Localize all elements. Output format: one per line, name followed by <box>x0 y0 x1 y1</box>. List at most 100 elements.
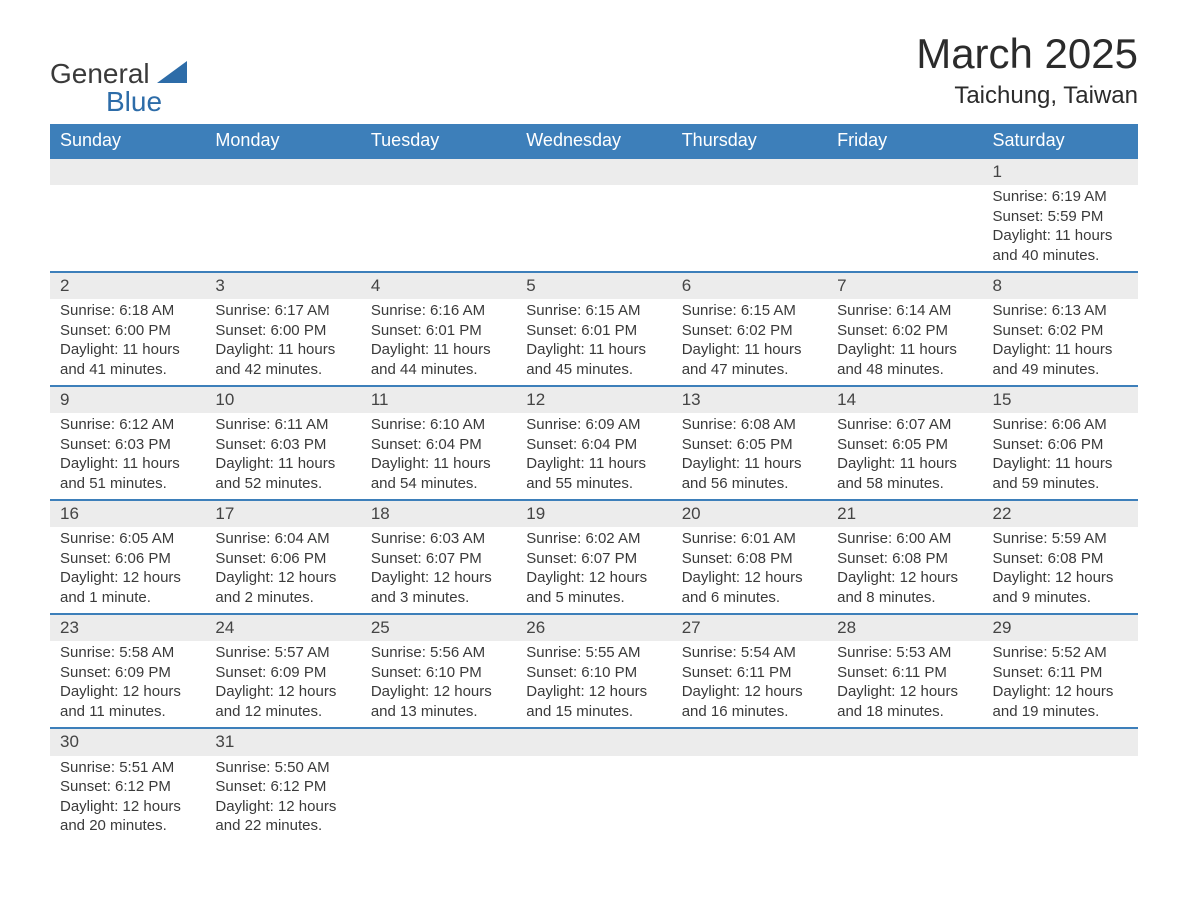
day-number-cell: 29 <box>983 614 1138 641</box>
sunrise-line: Sunrise: 6:18 AM <box>60 301 195 321</box>
day-detail-cell: Sunrise: 6:14 AMSunset: 6:02 PMDaylight:… <box>827 299 982 386</box>
daylight-line: Daylight: 11 hours and 58 minutes. <box>837 454 972 493</box>
day-number-cell <box>361 728 516 755</box>
day-number-cell: 23 <box>50 614 205 641</box>
day-detail-cell: Sunrise: 6:05 AMSunset: 6:06 PMDaylight:… <box>50 527 205 614</box>
daylight-line: Daylight: 11 hours and 49 minutes. <box>993 340 1128 379</box>
sunset-line: Sunset: 6:02 PM <box>993 321 1128 341</box>
day-number-cell: 27 <box>672 614 827 641</box>
detail-row: Sunrise: 5:51 AMSunset: 6:12 PMDaylight:… <box>50 756 1138 842</box>
day-detail-cell <box>205 185 360 272</box>
sunset-line: Sunset: 6:08 PM <box>993 549 1128 569</box>
sunset-line: Sunset: 6:10 PM <box>526 663 661 683</box>
sunset-line: Sunset: 6:08 PM <box>682 549 817 569</box>
daylight-line: Daylight: 11 hours and 44 minutes. <box>371 340 506 379</box>
day-number-cell: 7 <box>827 272 982 299</box>
daylight-line: Daylight: 12 hours and 16 minutes. <box>682 682 817 721</box>
day-number-cell <box>672 158 827 185</box>
daylight-line: Daylight: 12 hours and 22 minutes. <box>215 797 350 836</box>
daynum-row: 1 <box>50 158 1138 185</box>
sunrise-line: Sunrise: 6:17 AM <box>215 301 350 321</box>
sunrise-line: Sunrise: 6:12 AM <box>60 415 195 435</box>
sunset-line: Sunset: 6:00 PM <box>60 321 195 341</box>
brand-text-2: Blue <box>50 88 162 116</box>
sunset-line: Sunset: 6:01 PM <box>526 321 661 341</box>
day-number-cell: 31 <box>205 728 360 755</box>
detail-row: Sunrise: 6:12 AMSunset: 6:03 PMDaylight:… <box>50 413 1138 500</box>
day-number-cell: 20 <box>672 500 827 527</box>
sunrise-line: Sunrise: 5:51 AM <box>60 758 195 778</box>
day-detail-cell: Sunrise: 6:13 AMSunset: 6:02 PMDaylight:… <box>983 299 1138 386</box>
sunrise-line: Sunrise: 5:58 AM <box>60 643 195 663</box>
day-detail-cell: Sunrise: 6:08 AMSunset: 6:05 PMDaylight:… <box>672 413 827 500</box>
day-number-cell: 21 <box>827 500 982 527</box>
daylight-line: Daylight: 12 hours and 5 minutes. <box>526 568 661 607</box>
sunrise-line: Sunrise: 5:55 AM <box>526 643 661 663</box>
day-detail-cell: Sunrise: 6:17 AMSunset: 6:00 PMDaylight:… <box>205 299 360 386</box>
detail-row: Sunrise: 6:19 AMSunset: 5:59 PMDaylight:… <box>50 185 1138 272</box>
day-detail-cell: Sunrise: 6:09 AMSunset: 6:04 PMDaylight:… <box>516 413 671 500</box>
weekday-header: Sunday <box>50 124 205 158</box>
daylight-line: Daylight: 11 hours and 55 minutes. <box>526 454 661 493</box>
weekday-header: Friday <box>827 124 982 158</box>
weekday-header: Tuesday <box>361 124 516 158</box>
day-detail-cell: Sunrise: 6:16 AMSunset: 6:01 PMDaylight:… <box>361 299 516 386</box>
sunset-line: Sunset: 6:12 PM <box>60 777 195 797</box>
day-number-cell: 26 <box>516 614 671 641</box>
sunset-line: Sunset: 6:06 PM <box>215 549 350 569</box>
sunrise-line: Sunrise: 6:09 AM <box>526 415 661 435</box>
daynum-row: 16171819202122 <box>50 500 1138 527</box>
sunrise-line: Sunrise: 6:08 AM <box>682 415 817 435</box>
day-number-cell: 1 <box>983 158 1138 185</box>
day-number-cell <box>516 158 671 185</box>
sunset-line: Sunset: 6:10 PM <box>371 663 506 683</box>
day-number-cell: 12 <box>516 386 671 413</box>
day-detail-cell: Sunrise: 6:01 AMSunset: 6:08 PMDaylight:… <box>672 527 827 614</box>
sunrise-line: Sunrise: 5:54 AM <box>682 643 817 663</box>
day-number-cell: 22 <box>983 500 1138 527</box>
daylight-line: Daylight: 11 hours and 45 minutes. <box>526 340 661 379</box>
sunrise-line: Sunrise: 5:56 AM <box>371 643 506 663</box>
day-detail-cell: Sunrise: 6:07 AMSunset: 6:05 PMDaylight:… <box>827 413 982 500</box>
title-block: March 2025 Taichung, Taiwan <box>916 30 1138 110</box>
detail-row: Sunrise: 5:58 AMSunset: 6:09 PMDaylight:… <box>50 641 1138 728</box>
daylight-line: Daylight: 12 hours and 2 minutes. <box>215 568 350 607</box>
calendar-table: Sunday Monday Tuesday Wednesday Thursday… <box>50 124 1138 842</box>
day-detail-cell: Sunrise: 6:15 AMSunset: 6:02 PMDaylight:… <box>672 299 827 386</box>
sunrise-line: Sunrise: 6:07 AM <box>837 415 972 435</box>
day-detail-cell: Sunrise: 6:06 AMSunset: 6:06 PMDaylight:… <box>983 413 1138 500</box>
day-detail-cell: Sunrise: 6:04 AMSunset: 6:06 PMDaylight:… <box>205 527 360 614</box>
day-detail-cell <box>516 185 671 272</box>
sunset-line: Sunset: 6:11 PM <box>993 663 1128 683</box>
sunrise-line: Sunrise: 6:00 AM <box>837 529 972 549</box>
day-detail-cell <box>361 185 516 272</box>
daylight-line: Daylight: 11 hours and 51 minutes. <box>60 454 195 493</box>
day-detail-cell: Sunrise: 5:54 AMSunset: 6:11 PMDaylight:… <box>672 641 827 728</box>
sunrise-line: Sunrise: 6:03 AM <box>371 529 506 549</box>
daylight-line: Daylight: 11 hours and 56 minutes. <box>682 454 817 493</box>
day-number-cell: 5 <box>516 272 671 299</box>
day-detail-cell: Sunrise: 6:11 AMSunset: 6:03 PMDaylight:… <box>205 413 360 500</box>
sunset-line: Sunset: 6:11 PM <box>837 663 972 683</box>
day-number-cell: 8 <box>983 272 1138 299</box>
day-number-cell <box>50 158 205 185</box>
day-number-cell: 16 <box>50 500 205 527</box>
brand-text: General Blue <box>50 58 187 117</box>
sunrise-line: Sunrise: 6:01 AM <box>682 529 817 549</box>
day-number-cell: 30 <box>50 728 205 755</box>
sunrise-line: Sunrise: 5:50 AM <box>215 758 350 778</box>
day-number-cell: 6 <box>672 272 827 299</box>
sunrise-line: Sunrise: 6:10 AM <box>371 415 506 435</box>
sunset-line: Sunset: 5:59 PM <box>993 207 1128 227</box>
calendar-body: 1Sunrise: 6:19 AMSunset: 5:59 PMDaylight… <box>50 158 1138 842</box>
sunrise-line: Sunrise: 6:06 AM <box>993 415 1128 435</box>
sunset-line: Sunset: 6:06 PM <box>993 435 1128 455</box>
weekday-header: Monday <box>205 124 360 158</box>
sunset-line: Sunset: 6:02 PM <box>682 321 817 341</box>
sunset-line: Sunset: 6:05 PM <box>682 435 817 455</box>
day-number-cell: 4 <box>361 272 516 299</box>
daylight-line: Daylight: 12 hours and 1 minute. <box>60 568 195 607</box>
sunset-line: Sunset: 6:12 PM <box>215 777 350 797</box>
day-detail-cell: Sunrise: 5:50 AMSunset: 6:12 PMDaylight:… <box>205 756 360 842</box>
weekday-header: Thursday <box>672 124 827 158</box>
